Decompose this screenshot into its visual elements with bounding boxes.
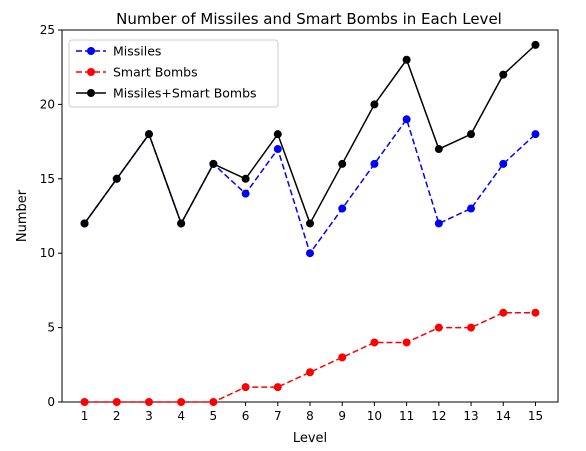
x-tick-label: 13 bbox=[463, 409, 478, 423]
data-point bbox=[112, 398, 121, 406]
data-point bbox=[370, 159, 379, 168]
data-point bbox=[273, 130, 282, 139]
y-tick-label: 15 bbox=[40, 172, 55, 186]
data-point bbox=[531, 308, 540, 317]
data-point bbox=[112, 174, 121, 183]
data-point bbox=[144, 130, 153, 139]
data-point bbox=[177, 398, 186, 406]
data-point bbox=[241, 174, 250, 183]
series-line bbox=[84, 311, 536, 403]
data-point bbox=[306, 219, 314, 228]
data-point bbox=[338, 204, 347, 213]
legend: Missiles Smart Bombs Missiles+Smart Bombs bbox=[68, 39, 279, 108]
series-2 bbox=[80, 308, 540, 406]
data-point bbox=[434, 145, 443, 154]
legend-label: Smart Bombs bbox=[113, 65, 198, 80]
data-point bbox=[531, 130, 540, 139]
data-point bbox=[499, 308, 508, 317]
data-point bbox=[209, 398, 218, 406]
data-point bbox=[338, 159, 347, 168]
x-tick-label: 9 bbox=[338, 409, 346, 423]
data-point bbox=[499, 70, 508, 79]
legend-marker bbox=[87, 68, 95, 76]
legend-marker bbox=[87, 89, 95, 97]
x-tick-label: 3 bbox=[145, 409, 153, 423]
legend-item: Missiles+Smart Bombs bbox=[76, 86, 257, 101]
x-tick-label: 6 bbox=[242, 409, 250, 423]
x-tick-label: 12 bbox=[431, 409, 446, 423]
legend-item: Smart Bombs bbox=[76, 65, 198, 80]
y-axis-label: Number bbox=[15, 189, 30, 242]
x-tick-label: 7 bbox=[274, 409, 282, 423]
data-point bbox=[209, 159, 218, 168]
data-point bbox=[80, 219, 89, 228]
data-point bbox=[144, 398, 153, 406]
x-tick-label: 15 bbox=[528, 409, 543, 423]
x-tick-label: 1 bbox=[81, 409, 89, 423]
x-tick-label: 2 bbox=[113, 409, 121, 423]
data-point bbox=[306, 368, 314, 377]
data-point bbox=[177, 219, 186, 228]
data-point bbox=[80, 398, 89, 406]
y-tick-label: 5 bbox=[47, 321, 55, 335]
data-point bbox=[241, 383, 250, 392]
data-point bbox=[402, 115, 411, 124]
legend-item: Missiles bbox=[76, 44, 161, 59]
legend-marker bbox=[87, 47, 95, 55]
series-layer bbox=[80, 40, 540, 406]
x-tick-label: 8 bbox=[306, 409, 314, 423]
data-point bbox=[273, 383, 282, 392]
series-3 bbox=[80, 40, 540, 228]
data-point bbox=[370, 338, 379, 347]
data-point bbox=[370, 100, 379, 109]
chart-title: Number of Missiles and Smart Bombs in Ea… bbox=[116, 10, 502, 28]
y-tick-label: 0 bbox=[47, 395, 55, 409]
legend-label: Missiles bbox=[113, 44, 161, 59]
y-tick-label: 25 bbox=[40, 23, 55, 37]
data-point bbox=[402, 55, 411, 64]
x-tick-label: 10 bbox=[367, 409, 382, 423]
data-point bbox=[434, 323, 443, 332]
data-point bbox=[531, 40, 540, 49]
x-tick-label: 4 bbox=[177, 409, 185, 423]
legend-box bbox=[68, 39, 279, 108]
x-tick-label: 5 bbox=[210, 409, 218, 423]
x-tick-label: 11 bbox=[399, 409, 414, 423]
x-tick-label: 14 bbox=[496, 409, 511, 423]
data-point bbox=[467, 130, 476, 139]
data-point bbox=[467, 323, 476, 332]
legend-label: Missiles+Smart Bombs bbox=[113, 86, 257, 101]
data-point bbox=[273, 145, 282, 154]
data-point bbox=[402, 338, 411, 347]
data-point bbox=[434, 219, 443, 228]
data-point bbox=[306, 249, 314, 258]
x-axis-label: Level bbox=[293, 431, 327, 446]
y-tick-label: 10 bbox=[40, 246, 55, 260]
data-point bbox=[467, 204, 476, 213]
data-point bbox=[499, 159, 508, 168]
y-tick-label: 20 bbox=[40, 97, 55, 111]
data-point bbox=[241, 189, 250, 198]
data-point bbox=[338, 353, 347, 362]
